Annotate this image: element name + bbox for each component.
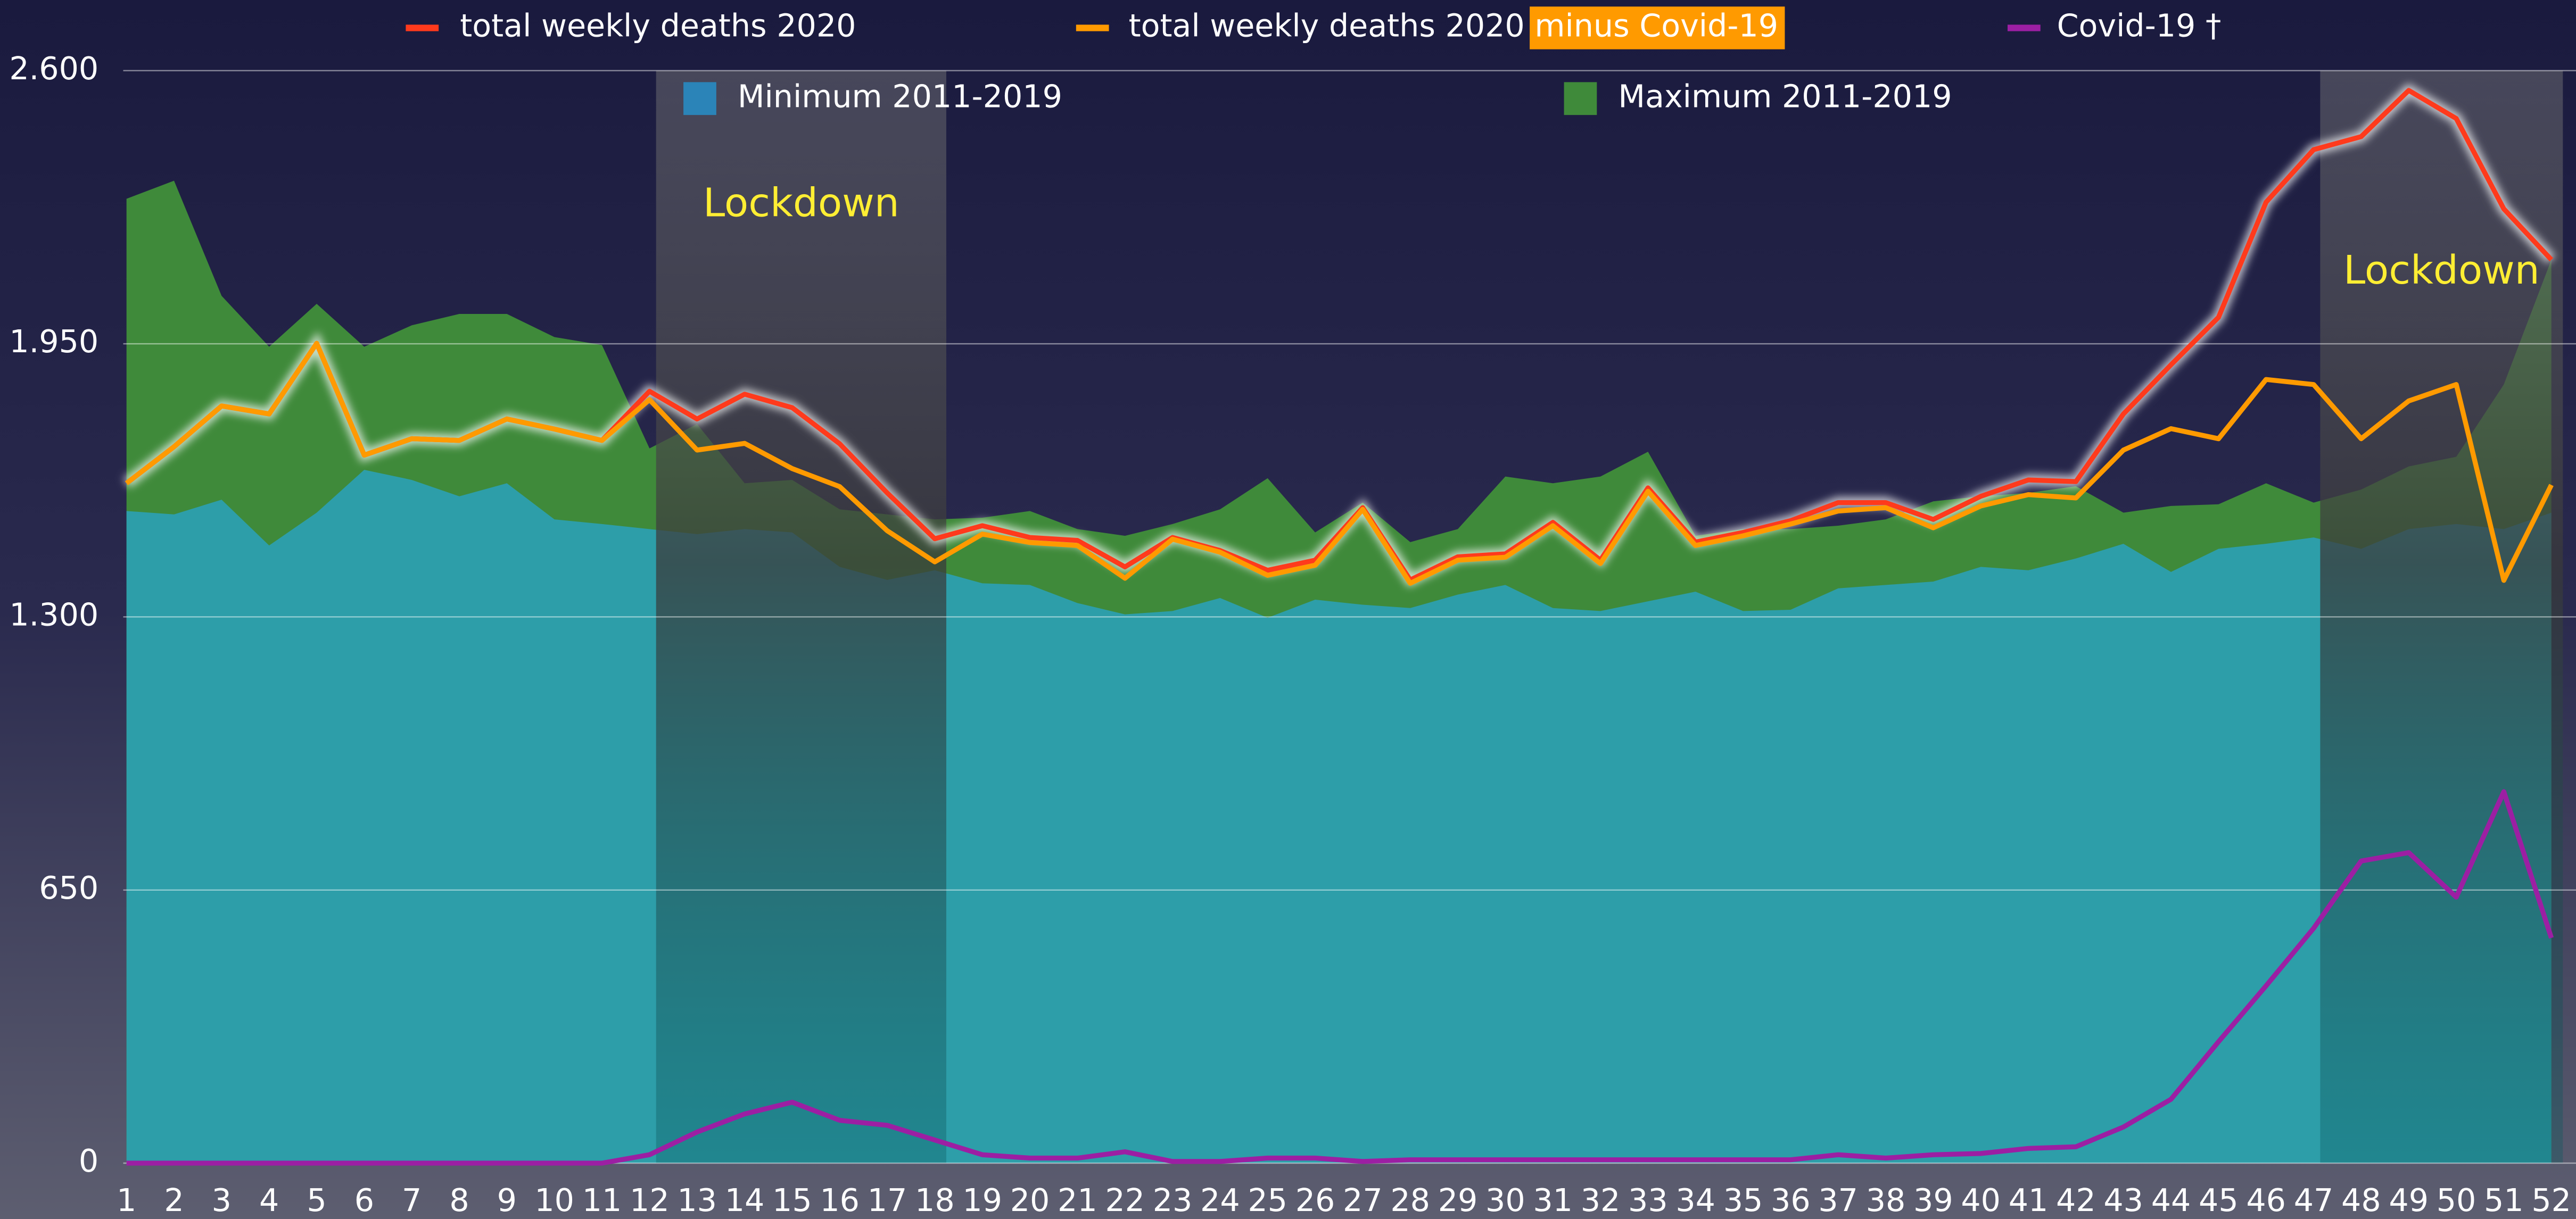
x-tick-label: 38 [1866, 1182, 1906, 1218]
x-tick-label: 16 [820, 1182, 860, 1218]
x-tick-label: 2 [164, 1182, 184, 1218]
x-tick-label: 50 [2437, 1182, 2476, 1218]
annotation: Lockdown [703, 180, 899, 226]
x-tick-label: 34 [1675, 1182, 1715, 1218]
x-tick-label: 4 [259, 1182, 279, 1218]
x-tick-label: 46 [2246, 1182, 2286, 1218]
x-tick-label: 42 [2056, 1182, 2096, 1218]
y-tick-label: 650 [39, 870, 98, 906]
x-tick-label: 47 [2294, 1182, 2334, 1218]
x-tick-label: 1 [117, 1182, 136, 1218]
x-tick-label: 18 [915, 1182, 955, 1218]
y-tick-label: 0 [79, 1143, 98, 1179]
x-tick-label: 35 [1723, 1182, 1763, 1218]
x-tick-label: 23 [1153, 1182, 1193, 1218]
lockdown-band [656, 70, 946, 1164]
x-tick-label: 22 [1105, 1182, 1145, 1218]
x-tick-label: 32 [1581, 1182, 1621, 1218]
x-tick-label: 8 [449, 1182, 469, 1218]
y-tick-label: 1.300 [9, 596, 98, 633]
legend-swatch [683, 82, 716, 115]
x-tick-label: 5 [307, 1182, 326, 1218]
legend-label: total weekly deaths 2020 minus Covid-19 [1129, 8, 1779, 44]
x-tick-label: 21 [1058, 1182, 1097, 1218]
x-tick-label: 19 [962, 1182, 1002, 1218]
x-tick-label: 43 [2103, 1182, 2143, 1218]
legend-label: Covid-19 † [2057, 8, 2222, 44]
line [126, 789, 2554, 1166]
x-tick-label: 44 [2151, 1182, 2191, 1218]
legend-label: total weekly deaths 2020 [460, 8, 856, 44]
lockdown-band [2320, 70, 2563, 1164]
x-tick-label: 3 [212, 1182, 232, 1218]
legend-highlight [1530, 6, 1785, 49]
legend-label: Maximum 2011-2019 [1618, 78, 1952, 114]
x-tick-label: 24 [1200, 1182, 1240, 1218]
x-tick-label: 10 [534, 1182, 574, 1218]
x-tick-label: 41 [2009, 1182, 2049, 1218]
x-tick-label: 14 [725, 1182, 765, 1218]
x-tick-label: 52 [2531, 1182, 2571, 1218]
x-tick-label: 39 [1913, 1182, 1953, 1218]
x-tick-label: 48 [2341, 1182, 2381, 1218]
x-tick-label: 37 [1818, 1182, 1858, 1218]
y-tick-label: 2.600 [9, 51, 98, 87]
x-tick-label: 45 [2199, 1182, 2239, 1218]
annotation: Lockdown [2343, 247, 2540, 293]
x-tick-label: 33 [1628, 1182, 1668, 1218]
x-tick-label: 13 [677, 1182, 717, 1218]
x-tick-label: 9 [497, 1182, 517, 1218]
x-tick-label: 7 [402, 1182, 422, 1218]
x-tick-label: 27 [1343, 1182, 1383, 1218]
x-tick-label: 40 [1961, 1182, 2001, 1218]
x-tick-label: 15 [772, 1182, 812, 1218]
x-tick-label: 36 [1771, 1182, 1811, 1218]
x-tick-label: 12 [630, 1182, 670, 1218]
x-tick-label: 6 [354, 1182, 374, 1218]
x-tick-label: 25 [1248, 1182, 1287, 1218]
legend-swatch [1564, 82, 1597, 115]
x-tick-label: 11 [582, 1182, 622, 1218]
line [125, 341, 2554, 586]
y-tick-label: 1.950 [9, 324, 98, 360]
x-tick-label: 26 [1295, 1182, 1335, 1218]
x-tick-label: 51 [2484, 1182, 2524, 1218]
x-tick-label: 31 [1533, 1182, 1573, 1218]
x-tick-label: 20 [1010, 1182, 1050, 1218]
x-tick-label: 29 [1438, 1182, 1478, 1218]
x-tick-label: 49 [2389, 1182, 2429, 1218]
x-tick-label: 28 [1390, 1182, 1430, 1218]
legend-label: Minimum 2011-2019 [738, 78, 1062, 114]
x-tick-label: 17 [868, 1182, 907, 1218]
x-tick-label: 30 [1485, 1182, 1525, 1218]
